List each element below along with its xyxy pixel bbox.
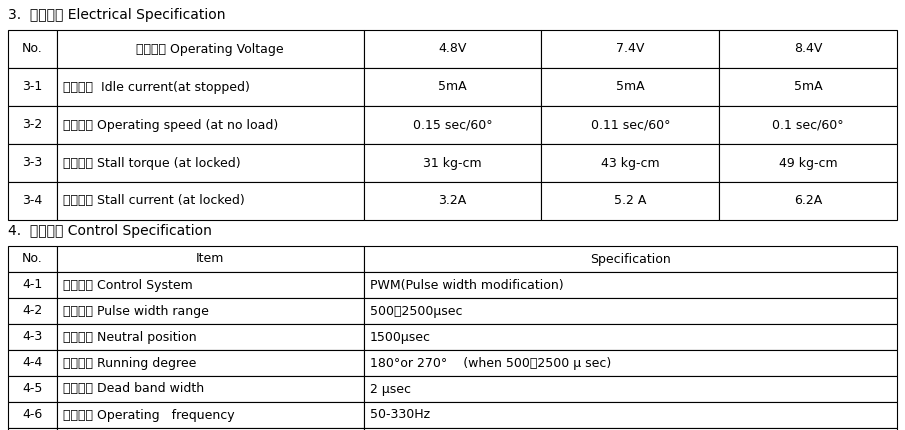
Bar — [364, 30, 541, 68]
Bar — [364, 428, 897, 430]
Text: 43 kg-cm: 43 kg-cm — [601, 157, 660, 169]
Text: 堵转电流 Stall current (at locked): 堵转电流 Stall current (at locked) — [62, 194, 244, 208]
Bar — [8, 182, 57, 220]
Text: 6.2A: 6.2A — [794, 194, 823, 208]
Text: 4-4: 4-4 — [23, 356, 43, 369]
Bar — [57, 428, 364, 430]
Text: 5mA: 5mA — [438, 80, 467, 93]
Bar — [57, 350, 364, 376]
Text: 0.1 sec/60°: 0.1 sec/60° — [772, 119, 844, 132]
Bar — [8, 246, 57, 272]
Text: 驱动方式 Control System: 驱动方式 Control System — [62, 279, 193, 292]
Text: 180°or 270°    (when 500～2500 μ sec): 180°or 270° (when 500～2500 μ sec) — [369, 356, 611, 369]
Bar — [8, 298, 57, 324]
Text: No.: No. — [22, 43, 43, 55]
Text: 4-5: 4-5 — [23, 383, 43, 396]
Bar — [541, 106, 719, 144]
Text: 3-4: 3-4 — [23, 194, 43, 208]
Bar — [57, 402, 364, 428]
Bar — [364, 298, 897, 324]
Bar — [57, 376, 364, 402]
Bar — [57, 298, 364, 324]
Text: 1500μsec: 1500μsec — [369, 331, 431, 344]
Bar — [364, 68, 541, 106]
Text: 待机电流  Idle current(at stopped): 待机电流 Idle current(at stopped) — [62, 80, 250, 93]
Text: Specification: Specification — [590, 252, 671, 265]
Bar — [364, 144, 541, 182]
Bar — [541, 144, 719, 182]
Bar — [8, 106, 57, 144]
Bar — [57, 30, 364, 68]
Text: 4.  控制特性 Control Specification: 4. 控制特性 Control Specification — [8, 224, 212, 238]
Text: 4-6: 4-6 — [23, 408, 43, 421]
Text: 控制角度 Running degree: 控制角度 Running degree — [62, 356, 196, 369]
Text: No.: No. — [22, 252, 43, 265]
Text: 4.8V: 4.8V — [438, 43, 467, 55]
Text: 4-2: 4-2 — [23, 304, 43, 317]
Text: 50-330Hz: 50-330Hz — [369, 408, 430, 421]
Bar — [8, 402, 57, 428]
Bar — [719, 144, 897, 182]
Text: 中点位置 Neutral position: 中点位置 Neutral position — [62, 331, 196, 344]
Text: 控制频率 Operating   frequency: 控制频率 Operating frequency — [62, 408, 234, 421]
Text: 堵转扔矩 Stall torque (at locked): 堵转扔矩 Stall torque (at locked) — [62, 157, 241, 169]
Text: 空载转速 Operating speed (at no load): 空载转速 Operating speed (at no load) — [62, 119, 278, 132]
Text: 5.2 A: 5.2 A — [614, 194, 646, 208]
Bar — [364, 246, 897, 272]
Bar — [719, 106, 897, 144]
Text: 0.15 sec/60°: 0.15 sec/60° — [413, 119, 492, 132]
Text: 2 μsec: 2 μsec — [369, 383, 411, 396]
Text: 4-3: 4-3 — [23, 331, 43, 344]
Bar — [364, 350, 897, 376]
Bar — [57, 272, 364, 298]
Bar — [364, 376, 897, 402]
Bar — [8, 376, 57, 402]
Text: 500～2500μsec: 500～2500μsec — [369, 304, 462, 317]
Bar — [8, 428, 57, 430]
Bar — [57, 246, 364, 272]
Text: 8.4V: 8.4V — [794, 43, 823, 55]
Bar — [57, 324, 364, 350]
Bar — [8, 324, 57, 350]
Bar — [364, 272, 897, 298]
Text: 7.4V: 7.4V — [616, 43, 644, 55]
Bar — [541, 30, 719, 68]
Text: 4-1: 4-1 — [23, 279, 43, 292]
Text: 3-1: 3-1 — [23, 80, 43, 93]
Text: 5mA: 5mA — [616, 80, 644, 93]
Text: Item: Item — [196, 252, 224, 265]
Text: 0.11 sec/60°: 0.11 sec/60° — [591, 119, 670, 132]
Bar — [364, 324, 897, 350]
Bar — [8, 30, 57, 68]
Bar — [364, 402, 897, 428]
Text: 工作电压 Operating Voltage: 工作电压 Operating Voltage — [137, 43, 284, 55]
Text: 脉宽范围 Pulse width range: 脉宽范围 Pulse width range — [62, 304, 209, 317]
Text: 31 kg-cm: 31 kg-cm — [424, 157, 481, 169]
Bar — [541, 68, 719, 106]
Bar — [8, 144, 57, 182]
Bar — [57, 68, 364, 106]
Bar — [719, 68, 897, 106]
Text: 5mA: 5mA — [794, 80, 823, 93]
Text: 控制精度 Dead band width: 控制精度 Dead band width — [62, 383, 204, 396]
Bar — [719, 30, 897, 68]
Bar — [8, 272, 57, 298]
Bar — [541, 182, 719, 220]
Bar — [8, 350, 57, 376]
Text: 49 kg-cm: 49 kg-cm — [779, 157, 837, 169]
Text: 3.2A: 3.2A — [438, 194, 467, 208]
Bar — [719, 182, 897, 220]
Bar — [57, 106, 364, 144]
Text: 3-2: 3-2 — [23, 119, 43, 132]
Text: PWM(Pulse width modification): PWM(Pulse width modification) — [369, 279, 563, 292]
Bar — [364, 182, 541, 220]
Bar — [57, 182, 364, 220]
Text: 3.  电气特性 Electrical Specification: 3. 电气特性 Electrical Specification — [8, 8, 225, 22]
Bar — [364, 106, 541, 144]
Bar — [8, 68, 57, 106]
Text: 3-3: 3-3 — [23, 157, 43, 169]
Bar — [57, 144, 364, 182]
